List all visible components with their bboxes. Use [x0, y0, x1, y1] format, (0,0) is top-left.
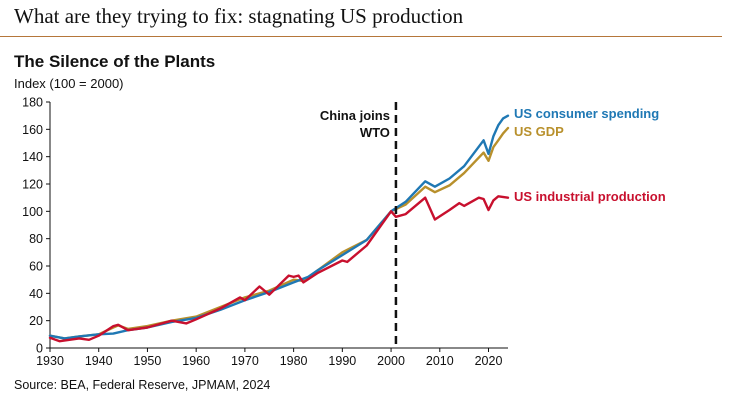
chart-axes: 0 20 40 60 80 100 120 140 160 180 1930 1940 1950 1960… — [22, 96, 508, 368]
legend-label-us-gdp: US GDP — [514, 124, 564, 139]
legend-label-us-industrial-production: US industrial production — [514, 189, 666, 204]
annotation-layer: China joins WTO — [320, 102, 398, 348]
x-tick-label: 1970 — [231, 354, 259, 368]
x-tick-label: 2000 — [377, 354, 405, 368]
y-tick-label: 80 — [29, 232, 43, 246]
series-layer — [48, 114, 510, 343]
report-header: What are they trying to fix: stagnating … — [14, 4, 464, 28]
y-tick-label: 180 — [22, 96, 43, 110]
header-rule — [0, 36, 722, 37]
chart-subtitle: Index (100 = 2000) — [14, 76, 124, 91]
x-tick-label: 1930 — [36, 354, 64, 368]
y-tick-label: 0 — [36, 342, 43, 356]
y-tick-label: 20 — [29, 314, 43, 328]
y-tick-label: 120 — [22, 178, 43, 192]
y-tick-label: 140 — [22, 150, 43, 164]
annotation-label: WTO — [360, 125, 390, 140]
legend-layer: US consumer spending US GDP US industrial … — [514, 106, 666, 204]
x-tick-label: 1960 — [182, 354, 210, 368]
x-tick-label: 1990 — [328, 354, 356, 368]
series-line-us-gdp — [48, 126, 510, 340]
y-tick-label: 60 — [29, 260, 43, 274]
source-note: Source: BEA, Federal Reserve, JPMAM, 202… — [14, 378, 271, 392]
y-tick-label: 160 — [22, 123, 43, 137]
legend-label-us-consumer-spending: US consumer spending — [514, 106, 659, 121]
x-tick-label: 1950 — [134, 354, 162, 368]
x-tick-label: 1980 — [280, 354, 308, 368]
annotation-label: China joins — [320, 108, 390, 123]
series-line-us-industrial-production — [48, 195, 510, 343]
y-tick-label: 40 — [29, 287, 43, 301]
x-tick-label: 2010 — [426, 354, 454, 368]
y-tick-label: 100 — [22, 205, 43, 219]
series-line-us-consumer-spending — [48, 114, 510, 340]
x-tick-label: 1940 — [85, 354, 113, 368]
x-tick-label: 2020 — [475, 354, 503, 368]
chart-title: The Silence of the Plants — [14, 52, 216, 71]
